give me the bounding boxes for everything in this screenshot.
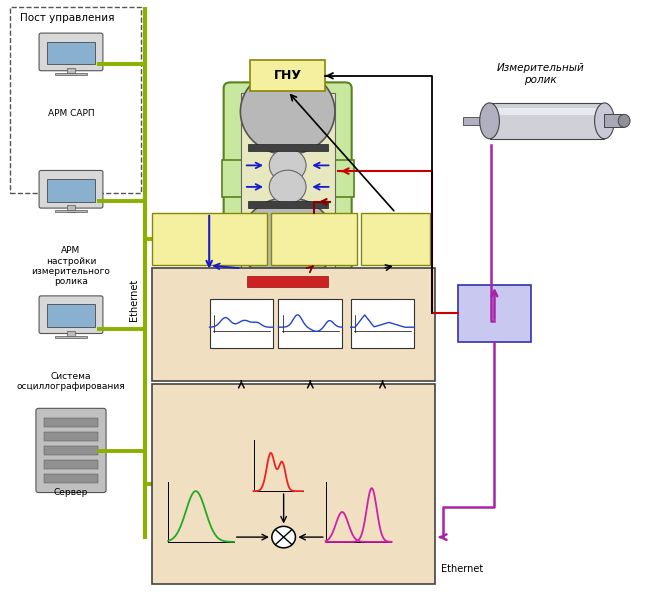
Bar [350,299,414,348]
Bar [48,304,94,327]
Text: Ethernet: Ethernet [129,279,139,321]
Bar [222,160,354,197]
Text: СУ
изгибом
валков: СУ изгибом валков [294,224,333,254]
Bar [361,213,430,265]
Bar [55,210,87,212]
Bar [44,446,98,455]
Bar [247,276,328,287]
Bar [240,94,335,289]
Ellipse shape [595,103,614,139]
Circle shape [269,149,306,182]
FancyBboxPatch shape [36,409,106,493]
Text: Измерительный
ролик: Измерительный ролик [496,64,584,85]
Text: ГНУ: ГНУ [274,70,302,82]
Bar [458,285,531,342]
Text: Приемник
РСМ: Приемник РСМ [467,302,522,324]
Text: Заданная кривая
распределения
натяжений: Заданная кривая распределения натяжений [164,549,238,579]
Circle shape [272,526,296,548]
Bar [152,213,267,265]
Text: Фактическая кривая
распределения
натяжений: Фактическая кривая распределения натяжен… [315,549,403,579]
FancyBboxPatch shape [224,82,352,300]
Text: АРМ САРП: АРМ САРП [48,109,94,118]
Bar [490,103,605,139]
Bar [67,331,75,337]
Text: Кривая
отклонения: Кривая отклонения [252,496,304,515]
Ellipse shape [618,115,630,127]
Text: Сервер: Сервер [54,488,88,497]
Circle shape [240,68,335,155]
Bar [279,299,342,348]
Bar [248,201,328,208]
Circle shape [269,170,306,203]
Bar [48,179,94,202]
FancyBboxPatch shape [39,296,103,334]
Bar [252,291,323,319]
Text: СУ ГНУ: СУ ГНУ [379,235,412,244]
Bar [67,68,75,74]
Text: PLC
системы
САРТ: PLC системы САРТ [158,274,205,308]
Bar [209,299,273,348]
Text: Система
осциллографирования: Система осциллографирования [16,371,125,391]
Bar [55,73,87,75]
Bar [48,42,94,64]
Bar [271,213,356,265]
Bar [55,335,87,338]
Bar [250,60,325,91]
Bar [152,268,436,380]
Bar [248,144,328,151]
FancyBboxPatch shape [10,7,141,193]
Text: АРМ
настройки
измерительного
ролика: АРМ настройки измерительного ролика [32,246,110,286]
Bar [463,116,490,125]
Bar [44,431,98,441]
Bar [67,205,75,212]
Text: Пост управления: Пост управления [20,13,114,23]
Bar [152,383,436,584]
Circle shape [240,197,335,284]
Text: Ethernet: Ethernet [441,563,483,574]
Text: Система зонного
охлаждения
валков: Система зонного охлаждения валков [168,224,250,254]
Ellipse shape [480,103,500,139]
Bar [44,474,98,484]
Bar [493,108,601,115]
FancyBboxPatch shape [39,170,103,208]
Bar [44,460,98,469]
FancyBboxPatch shape [39,33,103,71]
Bar [44,418,98,427]
Bar [605,115,624,127]
